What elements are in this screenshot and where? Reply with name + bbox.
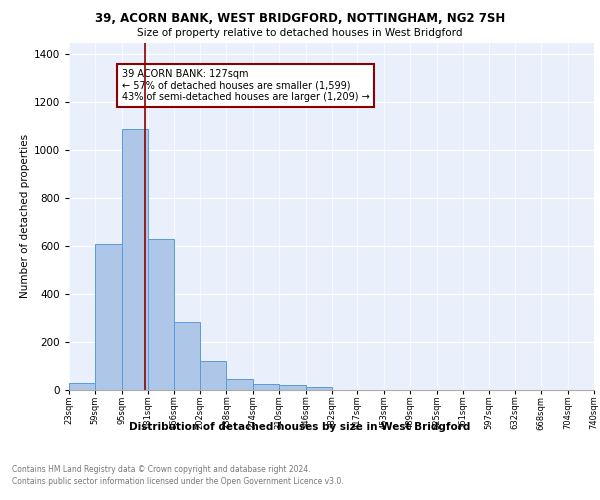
Text: Size of property relative to detached houses in West Bridgford: Size of property relative to detached ho… xyxy=(137,28,463,38)
Text: Distribution of detached houses by size in West Bridgford: Distribution of detached houses by size … xyxy=(130,422,470,432)
Bar xyxy=(305,387,332,390)
Bar xyxy=(226,379,253,390)
Bar xyxy=(95,244,122,390)
Bar xyxy=(69,383,95,390)
Text: Contains HM Land Registry data © Crown copyright and database right 2024.: Contains HM Land Registry data © Crown c… xyxy=(12,465,311,474)
Bar xyxy=(279,385,305,390)
Bar xyxy=(174,322,200,390)
Text: 39 ACORN BANK: 127sqm
← 57% of detached houses are smaller (1,599)
43% of semi-d: 39 ACORN BANK: 127sqm ← 57% of detached … xyxy=(122,69,370,102)
Text: 39, ACORN BANK, WEST BRIDGFORD, NOTTINGHAM, NG2 7SH: 39, ACORN BANK, WEST BRIDGFORD, NOTTINGH… xyxy=(95,12,505,26)
Text: Contains public sector information licensed under the Open Government Licence v3: Contains public sector information licen… xyxy=(12,478,344,486)
Bar xyxy=(148,239,174,390)
Bar xyxy=(122,129,148,390)
Bar xyxy=(253,384,279,390)
Bar xyxy=(200,361,226,390)
Y-axis label: Number of detached properties: Number of detached properties xyxy=(20,134,29,298)
